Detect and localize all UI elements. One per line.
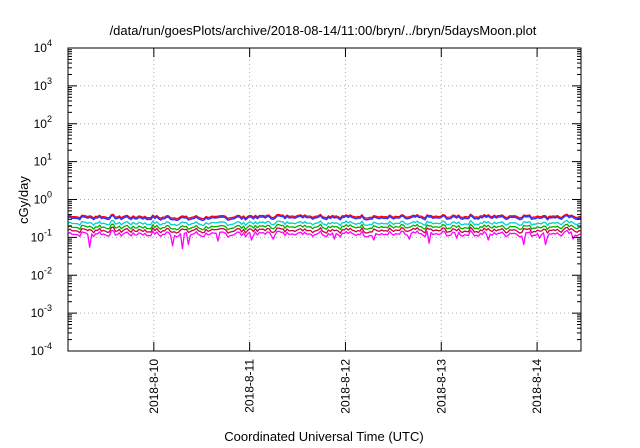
y-tick-label: 10-3: [31, 303, 52, 320]
x-tick-label: 2018-8-14: [530, 359, 544, 414]
x-axis-label: Coordinated Universal Time (UTC): [224, 429, 423, 444]
grid-lines: [68, 47, 581, 352]
series-line-4: [67, 223, 582, 231]
y-tick-label: 104: [34, 38, 52, 55]
series-line-2: [67, 214, 581, 222]
y-tick-label: 101: [34, 152, 52, 169]
y-tick-label: 103: [34, 76, 52, 93]
y-tick-label: 100: [34, 190, 52, 207]
y-tick-label: 10-4: [31, 341, 52, 358]
x-tick-label: 2018-8-10: [147, 359, 161, 414]
x-tick-labels: 2018-8-10 2018-8-11 2018-8-12 2018-8-13 2018…: [147, 359, 544, 414]
series-line-6: [67, 229, 582, 250]
x-tick-label: 2018-8-11: [243, 359, 257, 413]
series-line-5: [67, 226, 582, 234]
tick-marks: [68, 47, 581, 352]
y-tick-labels: 104 103 102 101 100 10-1 10-2 10-3 10-4: [31, 38, 52, 358]
series-group: [67, 213, 582, 250]
y-axis-label: cGy/day: [16, 176, 31, 224]
x-tick-label: 2018-8-12: [338, 359, 352, 414]
y-tick-label: 10-2: [31, 265, 52, 282]
y-tick-label: 10-1: [31, 227, 52, 244]
y-tick-label: 102: [34, 114, 52, 131]
x-tick-label: 2018-8-13: [434, 359, 448, 414]
series-line-3: [67, 219, 582, 227]
series-line-1: [67, 213, 582, 220]
chart-title: /data/run/goesPlots/archive/2018-08-14/1…: [110, 23, 537, 38]
